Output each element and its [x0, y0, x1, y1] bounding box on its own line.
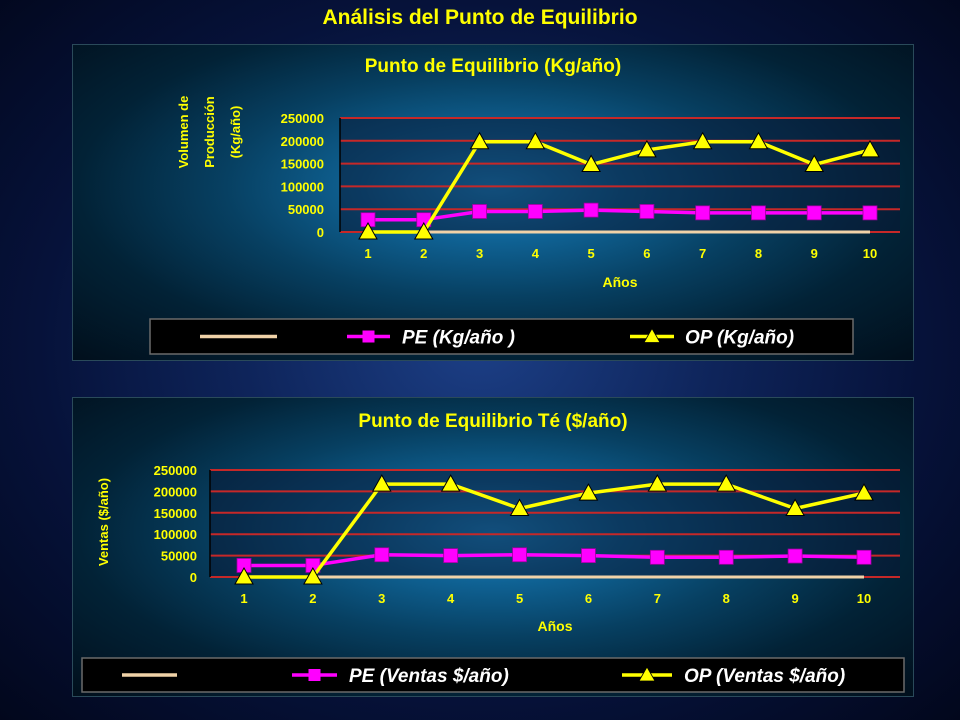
pe-point — [695, 205, 711, 221]
op-point — [413, 221, 434, 240]
chart-title: Punto de Equilibrio Té ($/año) — [358, 411, 627, 432]
x-tick-label: 2 — [420, 246, 427, 261]
legend-swatch-marker — [643, 327, 661, 343]
y-tick-label: 100000 — [281, 179, 324, 194]
y-axis-label: (Kg/año) — [228, 106, 243, 159]
y-tick-label: 50000 — [161, 549, 197, 564]
y-tick-label: 150000 — [281, 157, 324, 172]
y-axis-label: Ventas ($/año) — [96, 478, 111, 566]
pe-point — [583, 202, 599, 218]
x-tick-label: 6 — [643, 246, 650, 261]
pe-point — [806, 205, 822, 221]
x-tick-label: 5 — [516, 591, 523, 606]
series-pe-line — [244, 552, 865, 568]
x-tick-label: 2 — [309, 591, 316, 606]
x-tick-label: 4 — [532, 246, 540, 261]
legend-swatch-marker — [362, 330, 375, 343]
op-point — [716, 474, 737, 492]
x-tick-label: 9 — [791, 591, 798, 606]
op-point — [358, 221, 378, 240]
pe-point — [787, 548, 803, 564]
pe-point — [718, 549, 734, 565]
x-tick-label: 3 — [378, 591, 385, 606]
legend-label: OP (Ventas $/año) — [684, 666, 845, 687]
pe-point — [581, 548, 596, 564]
y-tick-label: 0 — [190, 570, 197, 585]
op-point — [581, 154, 601, 173]
op-point — [748, 131, 769, 150]
legend-label: PE (Kg/año ) — [402, 328, 515, 349]
x-tick-label: 5 — [587, 246, 594, 261]
series-pe-line — [368, 208, 870, 222]
x-axis-label: Años — [603, 274, 638, 290]
x-tick-label: 10 — [863, 246, 877, 261]
pe-point — [443, 548, 459, 564]
pe-point — [374, 547, 390, 563]
page-title: Análisis del Punto de Equilibrio — [322, 6, 638, 29]
x-tick-label: 10 — [857, 591, 871, 606]
series-op-line — [368, 139, 871, 234]
x-tick-label: 9 — [811, 246, 818, 261]
x-tick-label: 3 — [476, 246, 483, 261]
op-point — [509, 498, 530, 517]
y-tick-label: 250000 — [281, 111, 324, 126]
op-point — [804, 154, 825, 173]
pe-point — [512, 547, 527, 563]
chart-title: Punto de Equilibrio (Kg/año) — [365, 56, 621, 77]
x-tick-label: 1 — [240, 591, 247, 606]
x-tick-label: 7 — [699, 246, 706, 261]
x-tick-label: 4 — [447, 591, 455, 606]
y-tick-label: 200000 — [281, 134, 324, 149]
y-axis-label: Producción — [202, 96, 217, 168]
legend-label: PE (Ventas $/año) — [349, 666, 509, 687]
y-tick-label: 50000 — [288, 202, 324, 217]
op-point — [303, 566, 323, 585]
op-point — [860, 139, 880, 158]
x-tick-label: 1 — [364, 246, 371, 261]
y-tick-label: 150000 — [154, 506, 197, 521]
op-point — [234, 566, 254, 585]
op-point — [692, 131, 713, 150]
x-tick-label: 8 — [755, 246, 762, 261]
y-tick-label: 200000 — [154, 484, 197, 499]
op-point — [525, 131, 546, 150]
pe-point — [639, 204, 655, 219]
legend-swatch-marker — [638, 666, 656, 682]
op-point — [469, 131, 490, 150]
pe-point — [856, 549, 872, 565]
pe-point — [649, 549, 665, 565]
op-point — [440, 474, 461, 492]
y-tick-label: 250000 — [154, 463, 197, 478]
pe-point — [751, 205, 766, 221]
chart-ventas-svg: Punto de Equilibrio Té ($/año)2500002000… — [81, 411, 905, 693]
op-point — [578, 483, 599, 501]
x-tick-label: 6 — [585, 591, 592, 606]
y-tick-label: 0 — [317, 225, 324, 240]
chart-panel-ventas: Punto de Equilibrio Té ($/año) 250000 2000… — [72, 397, 914, 697]
chart-kg-svg: Punto de Equilibrio (Kg/año)250000200000… — [149, 56, 900, 355]
legend-swatch-marker — [308, 669, 321, 681]
op-point — [637, 139, 657, 158]
x-tick-label: 7 — [654, 591, 661, 606]
pe-point — [472, 204, 487, 219]
op-point — [371, 474, 392, 492]
x-axis-label: Años — [538, 618, 573, 634]
y-tick-label: 100000 — [154, 527, 197, 542]
x-tick-label: 8 — [723, 591, 730, 606]
chart-panel-kg: Punto de Equilibrio (Kg/año) 250000 200000… — [72, 44, 914, 361]
y-axis-label: Volumen de — [176, 96, 191, 169]
pe-point — [862, 205, 878, 221]
series-op-line — [244, 482, 865, 579]
op-point — [647, 474, 668, 492]
op-point — [785, 498, 805, 517]
legend-label: OP (Kg/año) — [685, 328, 794, 349]
pe-point — [527, 204, 543, 219]
legend-box — [81, 657, 905, 693]
op-point — [854, 483, 874, 501]
